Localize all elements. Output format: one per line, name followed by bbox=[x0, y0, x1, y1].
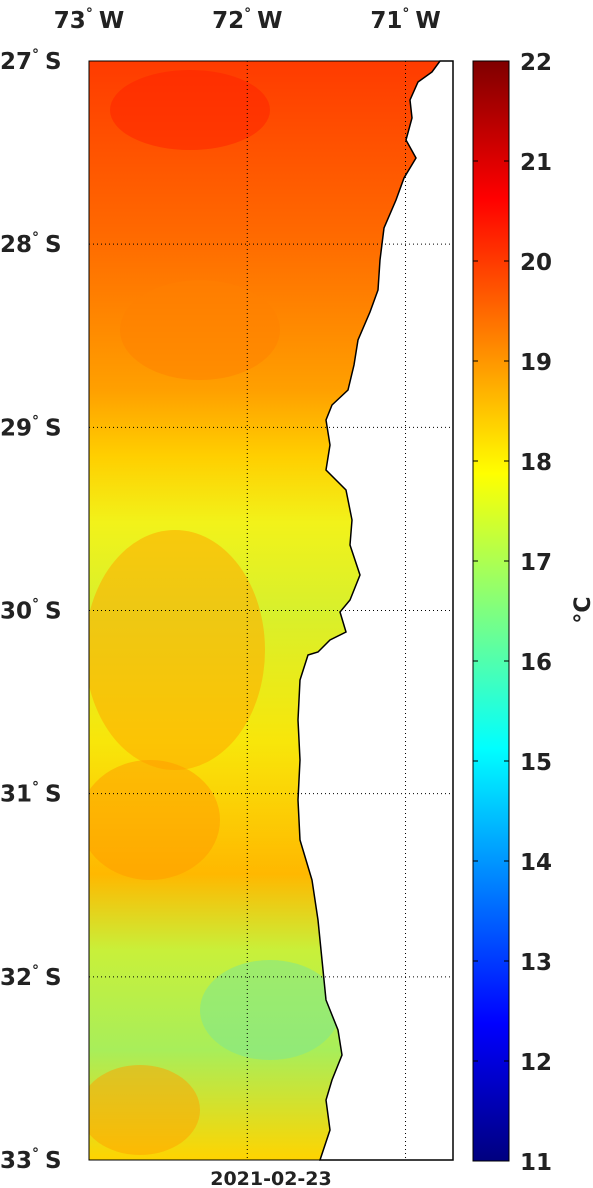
lat-tick-label: 30° S bbox=[0, 597, 62, 625]
map-frame bbox=[88, 60, 454, 1161]
colorbar bbox=[472, 60, 510, 1162]
colorbar-tick-label: 15 bbox=[520, 750, 552, 776]
lat-tick-label: 28° S bbox=[0, 230, 62, 258]
colorbar-tick-label: 13 bbox=[520, 950, 552, 976]
colorbar-tick-label: 22 bbox=[520, 50, 552, 76]
colorbar-tick-label: 16 bbox=[520, 650, 552, 676]
colorbar-tick-label: 14 bbox=[520, 850, 552, 876]
latitude-labels: 27° S 28° S 29° S 30° S 31° S 32° S 33° S bbox=[0, 47, 62, 1174]
colorbar-tick-label: 18 bbox=[520, 450, 552, 476]
lat-tick-label: 32° S bbox=[0, 963, 62, 991]
colorbar-ticks: 22 21 20 19 18 17 16 15 14 13 12 11 bbox=[473, 50, 552, 1176]
lat-tick-label: 29° S bbox=[0, 413, 62, 441]
lat-tick-label: 31° S bbox=[0, 780, 62, 808]
colorbar-tick-label: 21 bbox=[520, 150, 552, 176]
colorbar-tick-label: 20 bbox=[520, 250, 552, 276]
lat-tick-label: 33° S bbox=[0, 1146, 62, 1174]
lon-tick-label: 71° W bbox=[370, 6, 440, 34]
colorbar-unit-label: °C bbox=[571, 596, 593, 623]
lon-tick-label: 73° W bbox=[54, 6, 124, 34]
longitude-labels: 73° W 72° W 71° W bbox=[54, 6, 441, 34]
colorbar-tick-label: 19 bbox=[520, 350, 552, 376]
lat-tick-label: 27° S bbox=[0, 47, 62, 75]
colorbar-tick-label: 11 bbox=[520, 1150, 552, 1176]
date-label: 2021-02-23 bbox=[210, 1168, 332, 1188]
colorbar-tick-label: 17 bbox=[520, 550, 552, 576]
graticule bbox=[89, 61, 453, 1160]
colorbar-tick-label: 12 bbox=[520, 1050, 552, 1076]
lon-tick-label: 72° W bbox=[212, 6, 282, 34]
land-mask bbox=[297, 60, 454, 1161]
